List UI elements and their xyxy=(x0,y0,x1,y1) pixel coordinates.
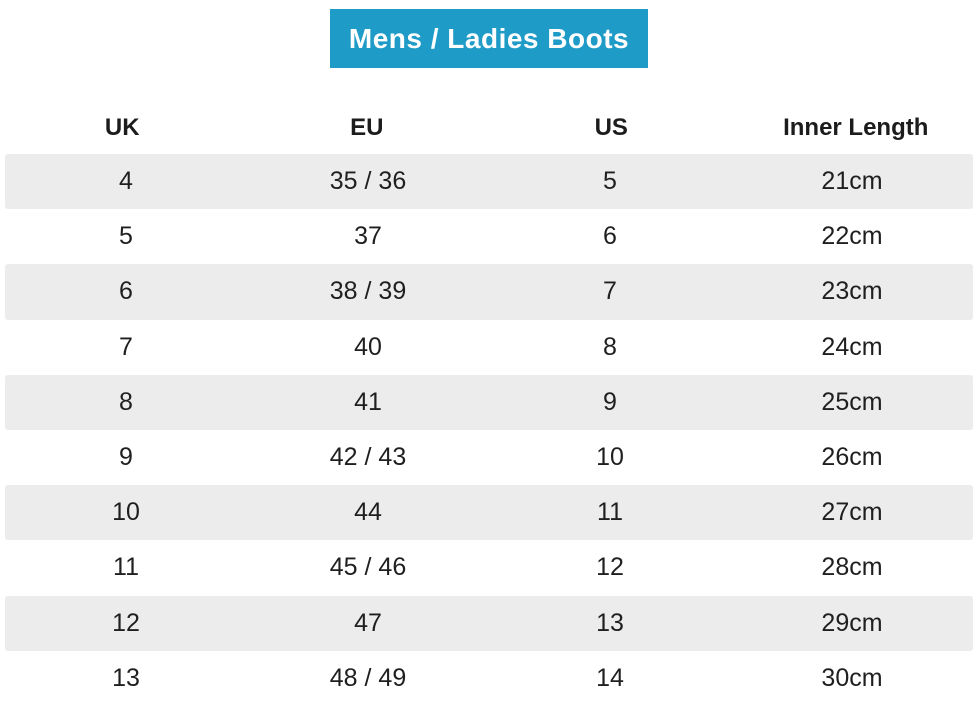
table-cell: 14 xyxy=(596,663,624,692)
table-cell: 10 xyxy=(596,443,624,472)
table-cell: 10 xyxy=(112,498,140,527)
table-cell: 45 / 46 xyxy=(329,553,407,582)
table-cell: 12 xyxy=(596,553,624,582)
table-cell: 8 xyxy=(119,387,133,416)
column-header-inner-length: Inner Length xyxy=(783,114,929,141)
table-cell: 42 / 43 xyxy=(329,443,407,472)
table-row: 4 35 / 36 5 21cm xyxy=(5,154,973,210)
table-cell: 11 xyxy=(597,498,623,527)
table-cell: 28cm xyxy=(821,553,883,582)
table-cell: 44 xyxy=(354,498,382,527)
table-cell: 8 xyxy=(603,332,617,361)
table-row: 8 41 9 25cm xyxy=(5,374,973,430)
column-header-eu: EU xyxy=(350,114,384,141)
table-cell: 11 xyxy=(113,553,139,582)
table-row: 5 37 6 22cm xyxy=(5,209,973,264)
table-cell: 48 / 49 xyxy=(329,663,407,692)
table-cell: 37 xyxy=(354,222,382,251)
table-cell: 27cm xyxy=(821,498,883,527)
table-row: 13 48 / 49 14 30cm xyxy=(5,651,973,701)
column-header-us: US xyxy=(594,114,628,141)
table-cell: 24cm xyxy=(821,332,883,361)
table-cell: 22cm xyxy=(821,222,883,251)
table-cell: 41 xyxy=(354,387,382,416)
table-cell: 5 xyxy=(603,167,617,196)
table-row: 9 42 / 43 10 26cm xyxy=(5,430,973,485)
table-row: 11 45 / 46 12 28cm xyxy=(5,540,973,595)
table-cell: 7 xyxy=(119,332,133,361)
table-cell: 30cm xyxy=(821,663,883,692)
column-header-uk: UK xyxy=(104,114,140,141)
table-cell: 13 xyxy=(596,608,624,637)
table-cell: 35 / 36 xyxy=(329,167,407,196)
table-cell: 21cm xyxy=(821,167,883,196)
title-banner: Mens / Ladies Boots xyxy=(330,9,648,68)
table-header-row: UK EU US Inner Length xyxy=(0,105,978,151)
table-cell: 12 xyxy=(112,608,140,637)
table-cell: 38 / 39 xyxy=(329,277,407,306)
size-table-body: 4 35 / 36 5 21cm 5 37 6 22cm 6 38 / 39 7 23cm 7 40 8 24… xyxy=(0,154,978,701)
table-cell: 40 xyxy=(354,332,382,361)
table-cell: 26cm xyxy=(821,443,883,472)
table-cell: 6 xyxy=(603,222,617,251)
table-cell: 4 xyxy=(119,167,133,196)
page-title: Mens / Ladies Boots xyxy=(348,22,630,54)
table-cell: 7 xyxy=(603,277,617,306)
table-cell: 25cm xyxy=(821,387,883,416)
table-row: 10 44 11 27cm xyxy=(5,485,973,541)
table-row: 7 40 8 24cm xyxy=(5,320,973,375)
table-cell: 9 xyxy=(603,387,617,416)
table-row: 12 47 13 29cm xyxy=(5,595,973,651)
table-cell: 23cm xyxy=(821,277,883,306)
table-cell: 6 xyxy=(119,277,133,306)
table-cell: 47 xyxy=(354,608,382,637)
table-cell: 5 xyxy=(119,222,133,251)
table-cell: 13 xyxy=(112,663,140,692)
table-row: 6 38 / 39 7 23cm xyxy=(5,264,973,320)
table-cell: 29cm xyxy=(821,608,883,637)
table-cell: 9 xyxy=(119,443,133,472)
